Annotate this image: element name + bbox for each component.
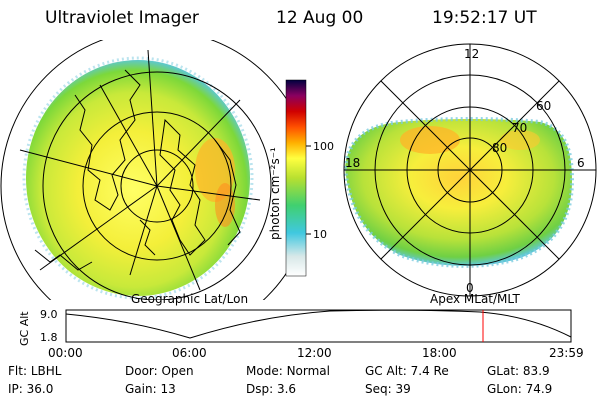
mlt-label-12: 12 [464,47,479,61]
left-panel-caption: Geographic Lat/Lon [131,292,248,306]
x-tick-1: 06:00 [172,346,207,360]
mlat-label-80: 80 [492,141,507,155]
longitude-grid [19,49,261,291]
mlat-label-60: 60 [536,99,551,113]
mlt-label-0: 0 [466,281,474,295]
y-tick-high: 9.0 [40,308,58,321]
info-seq: Seq: 39 [365,382,411,396]
x-tick-0: 00:00 [48,346,83,360]
info-mode: Mode: Normal [246,364,330,378]
mlt-label-6: 6 [577,156,585,170]
info-ip: IP: 36.0 [8,382,54,396]
coastlines [34,69,241,271]
info-dsp: Dsp: 3.6 [246,382,297,396]
colorbar: 100 10 photon cm⁻²s⁻¹ [268,79,334,277]
auroral-image-mag [345,119,572,266]
info-glon: GLon: 74.9 [487,382,553,396]
y-axis-label: GC Alt [18,311,31,346]
magnetic-polar-panel: 12 18 6 0 60 70 80 [343,43,597,297]
latitude-grid [0,40,300,300]
auroral-oval-image [26,60,250,296]
colorbar-unit-label: photon cm⁻²s⁻¹ [268,147,282,240]
x-tick-3: 18:00 [422,346,457,360]
altitude-plot: 9.0 1.8 GC Alt 00:00 06:00 12:00 18:00 2… [18,308,584,360]
mlat-label-70: 70 [512,121,527,135]
geographic-panel [0,40,300,300]
colorbar-tick-100: 100 [313,140,334,153]
time-label: 19:52:17 UT [432,8,537,28]
info-flt: Flt: LBHL [8,364,62,378]
x-tick-2: 12:00 [297,346,332,360]
info-gc-alt: GC Alt: 7.4 Re [365,364,449,378]
colorbar-tick-10: 10 [313,228,327,241]
x-tick-4: 23:59 [549,346,584,360]
info-door: Door: Open [125,364,194,378]
date-label: 12 Aug 00 [276,8,364,28]
y-tick-low: 1.8 [40,331,58,344]
info-glat: GLat: 83.9 [487,364,550,378]
instrument-title: Ultraviolet Imager [45,8,199,28]
info-gain: Gain: 13 [125,382,176,396]
altitude-curve [65,309,572,339]
mlt-label-18: 18 [345,156,360,170]
right-panel-caption: Apex MLat/MLT [430,292,520,306]
